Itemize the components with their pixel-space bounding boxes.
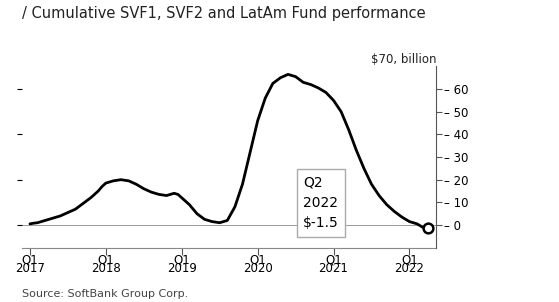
Text: Source: SoftBank Group Corp.: Source: SoftBank Group Corp. (22, 289, 188, 299)
Text: Q1: Q1 (22, 253, 39, 266)
Text: Q2
2022
$-1.5: Q2 2022 $-1.5 (303, 175, 339, 230)
Text: 2017: 2017 (15, 262, 45, 275)
Text: Q1: Q1 (401, 253, 418, 266)
Text: / Cumulative SVF1, SVF2 and LatAm Fund performance: / Cumulative SVF1, SVF2 and LatAm Fund p… (22, 6, 426, 21)
Text: Q1: Q1 (97, 253, 114, 266)
Text: Q1: Q1 (173, 253, 190, 266)
Text: Q1: Q1 (249, 253, 266, 266)
Text: 2018: 2018 (91, 262, 121, 275)
Text: 2022: 2022 (395, 262, 424, 275)
Text: $70, billion: $70, billion (371, 53, 436, 66)
Text: 2021: 2021 (319, 262, 348, 275)
Text: 2020: 2020 (243, 262, 273, 275)
Text: Q1: Q1 (325, 253, 342, 266)
Text: 2019: 2019 (167, 262, 197, 275)
